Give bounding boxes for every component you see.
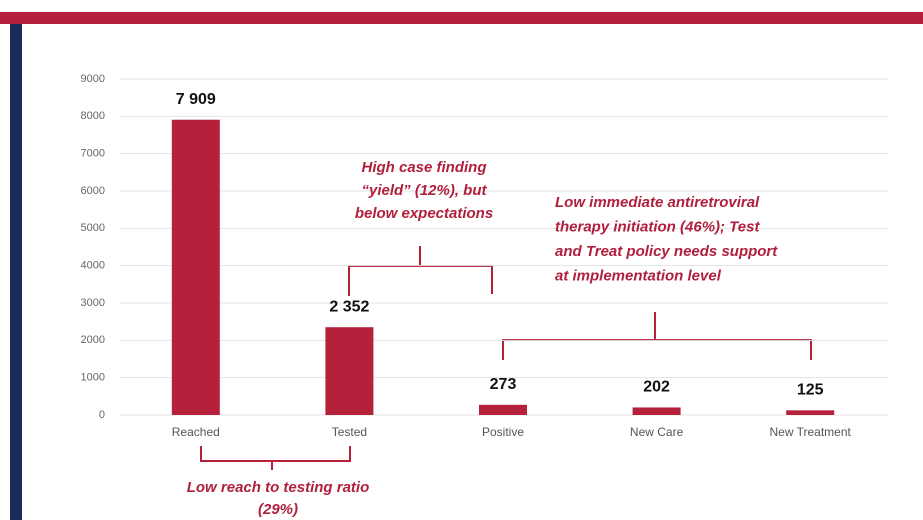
x-tick-label: Reached bbox=[172, 425, 220, 439]
annotation: High case finding bbox=[361, 159, 486, 176]
annotation: Low reach to testing ratio bbox=[187, 479, 370, 496]
annotation: (29%) bbox=[258, 501, 298, 518]
y-tick-label: 9000 bbox=[81, 73, 105, 85]
annotation: below expectations bbox=[355, 205, 493, 222]
value-label: 7 909 bbox=[176, 91, 216, 108]
bracket bbox=[502, 312, 812, 360]
value-label: 2 352 bbox=[329, 298, 369, 315]
y-tick-label: 4000 bbox=[81, 260, 105, 272]
y-tick-label: 5000 bbox=[81, 222, 105, 234]
x-tick-label: New Care bbox=[630, 425, 684, 439]
bracket bbox=[348, 246, 493, 296]
bar bbox=[325, 327, 374, 415]
bar bbox=[171, 119, 220, 416]
annotation: at implementation level bbox=[555, 267, 722, 284]
y-tick-label: 0 bbox=[99, 409, 105, 421]
y-tick-label: 6000 bbox=[81, 185, 105, 197]
y-tick-label: 2000 bbox=[81, 334, 105, 346]
bar bbox=[479, 404, 527, 415]
annotation: “yield” (12%), but bbox=[361, 182, 487, 199]
y-tick-label: 7000 bbox=[81, 148, 105, 160]
bar bbox=[632, 407, 681, 415]
value-label: 202 bbox=[643, 379, 670, 396]
annotation: therapy initiation (46%); Test bbox=[555, 218, 760, 235]
value-label: 273 bbox=[490, 376, 517, 393]
x-tick-label: Tested bbox=[332, 425, 367, 439]
x-tick-label: New Treatment bbox=[770, 425, 852, 439]
y-tick-label: 3000 bbox=[81, 297, 105, 309]
y-tick-label: 8000 bbox=[81, 110, 105, 122]
annotation: and Treat policy needs support bbox=[555, 243, 778, 260]
y-tick-label: 1000 bbox=[81, 372, 105, 384]
bar bbox=[786, 410, 835, 415]
bracket bbox=[200, 446, 351, 470]
side-band bbox=[10, 24, 22, 520]
value-label: 125 bbox=[797, 382, 824, 399]
annotation: Low immediate antiretroviral bbox=[555, 194, 760, 211]
x-tick-label: Positive bbox=[482, 425, 524, 439]
header-band bbox=[0, 12, 923, 24]
